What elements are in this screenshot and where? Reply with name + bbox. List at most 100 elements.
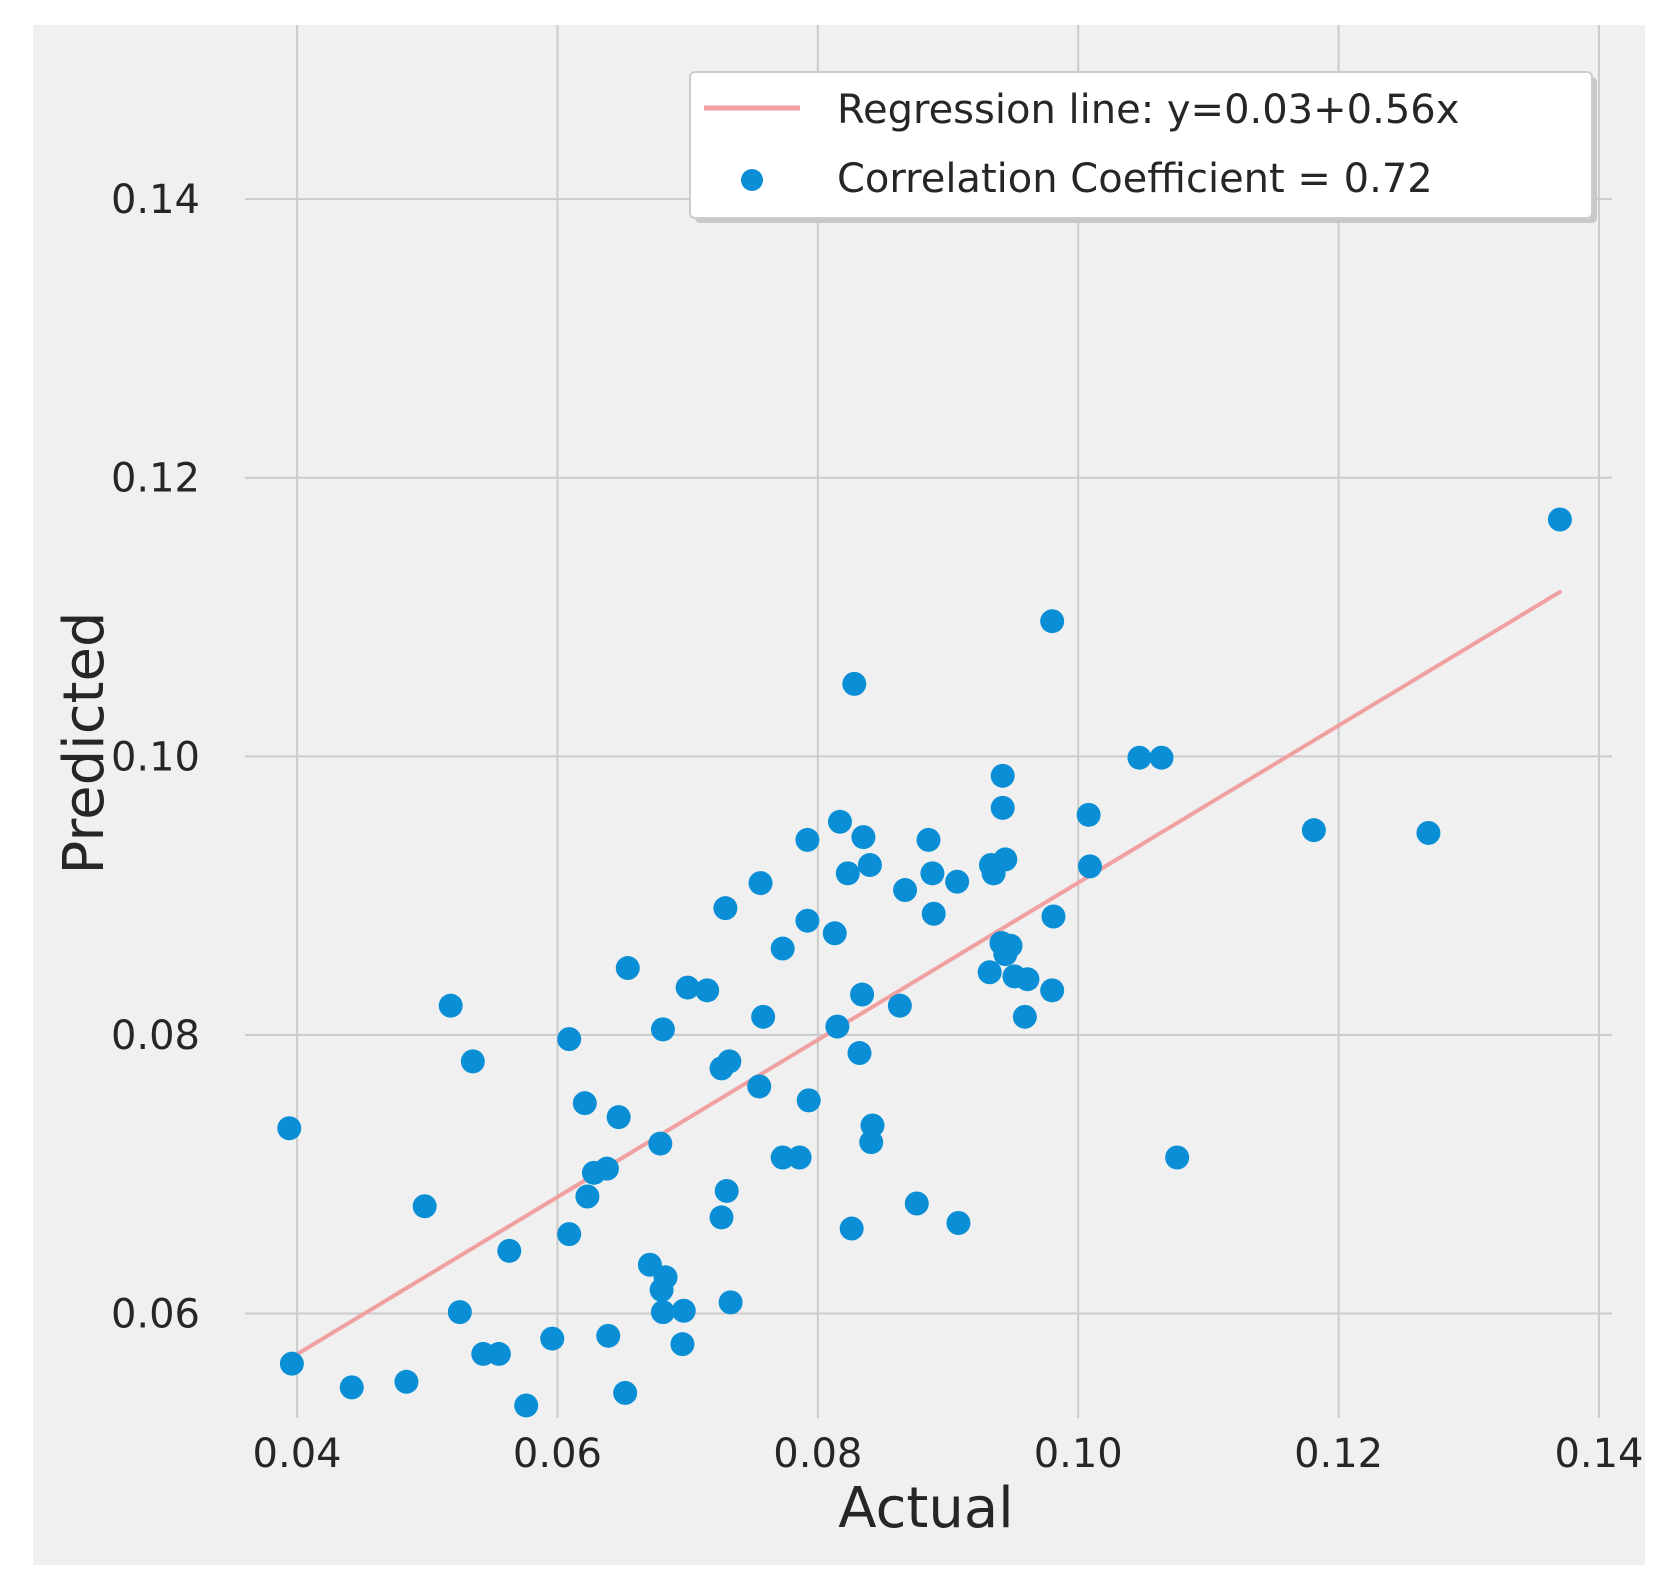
scatter-point (916, 827, 941, 852)
y-tick-label: 0.10 (111, 734, 200, 780)
scatter-point (1012, 1004, 1037, 1029)
scatter-point (796, 1088, 821, 1113)
scatter-point (751, 1004, 776, 1029)
scatter-point (572, 1091, 597, 1116)
scatter-point (748, 871, 773, 896)
scatter-point (787, 1145, 812, 1170)
scatter-point (649, 1277, 674, 1302)
scatter-point (594, 1156, 619, 1181)
scatter-point (514, 1393, 539, 1418)
scatter-point (1149, 745, 1174, 770)
scatter-point (893, 878, 918, 903)
scatter-point (847, 1041, 872, 1066)
scatter-point (1165, 1145, 1190, 1170)
scatter-point (977, 960, 1002, 985)
y-tick-label: 0.08 (111, 1013, 200, 1059)
x-tick-label: 0.06 (513, 1431, 602, 1477)
scatter-point (1040, 978, 1065, 1003)
scatter-point (615, 956, 640, 981)
scatter-point (887, 993, 912, 1018)
scatter-point (998, 933, 1023, 958)
legend-box (689, 71, 1593, 219)
scatter-point (596, 1323, 621, 1348)
regression-layer (288, 589, 1562, 1361)
scatter-point (277, 1116, 302, 1141)
y-tick-labels: 0.06 0.08 0.10 0.12 0.14 (111, 177, 200, 1337)
scatter-point (945, 869, 970, 894)
scatter-point (557, 1027, 582, 1052)
scatter-point (671, 1298, 696, 1323)
scatter-point (486, 1341, 511, 1366)
x-tick-label: 0.12 (1294, 1431, 1383, 1477)
scatter-point (795, 908, 820, 933)
scatter-point (990, 795, 1015, 820)
y-tick-label: 0.12 (111, 456, 200, 502)
scatter-point (650, 1300, 675, 1325)
scatter-point (1547, 507, 1572, 532)
scatter-point (822, 921, 847, 946)
scatter-point (1127, 745, 1152, 770)
scatter-point (981, 861, 1006, 886)
scatter-point (613, 1380, 638, 1405)
scatter-point (1076, 802, 1101, 827)
scatter-point (650, 1017, 675, 1042)
scatter-point (827, 809, 852, 834)
legend-marker-swatch (741, 169, 763, 191)
scatter-point (412, 1194, 437, 1219)
scatter-point (497, 1238, 522, 1263)
y-tick-label: 0.06 (111, 1292, 200, 1338)
y-tick-label: 0.14 (111, 177, 200, 223)
scatter-point (770, 1145, 795, 1170)
scatter-point (1301, 818, 1326, 843)
scatter-point (648, 1131, 673, 1156)
scatter-point (339, 1375, 364, 1400)
x-tick-label: 0.14 (1554, 1431, 1643, 1477)
scatter-point (557, 1222, 582, 1247)
scatter-point (606, 1105, 631, 1130)
scatter-point (770, 936, 795, 961)
scatter-point (851, 825, 876, 850)
scatter-point (1416, 820, 1441, 845)
scatter-point (1041, 904, 1066, 929)
scatter-point (921, 901, 946, 926)
scatter-point (859, 1130, 884, 1155)
scatter-point (695, 978, 720, 1003)
scatter-point (394, 1369, 419, 1394)
scatter-point (946, 1210, 971, 1235)
scatter-point (675, 975, 700, 1000)
scatter-point (857, 852, 882, 877)
scatter-point (709, 1056, 734, 1081)
scatter-point (839, 1216, 864, 1241)
x-tick-label: 0.08 (773, 1431, 862, 1477)
scatter-point (795, 827, 820, 852)
scatter-point (709, 1205, 734, 1230)
scatter-point (718, 1290, 743, 1315)
scatter-point (670, 1332, 695, 1357)
scatter-point (1015, 967, 1040, 992)
x-axis-title: Actual (838, 1476, 1013, 1541)
scatter-point (460, 1049, 485, 1074)
scatter-point (279, 1351, 304, 1376)
scatter-point (714, 1178, 739, 1203)
scatter-point (447, 1300, 472, 1325)
scatter-point (575, 1184, 600, 1209)
scatter-point (904, 1191, 929, 1216)
x-tick-label: 0.10 (1034, 1431, 1123, 1477)
y-axis-title: Predicted (52, 612, 117, 875)
scatter-point (540, 1326, 565, 1351)
legend: Regression line: y=0.03+0.56x Correlatio… (689, 71, 1597, 223)
scatter-point (842, 671, 867, 696)
scatter-point (990, 763, 1015, 788)
x-tick-labels: 0.04 0.06 0.08 0.10 0.12 0.14 (253, 1431, 1644, 1477)
x-tick-label: 0.04 (253, 1431, 342, 1477)
scatter-point (1040, 609, 1065, 634)
scatter-point (713, 896, 738, 921)
scatter-point (850, 982, 875, 1007)
chart-background (33, 25, 1645, 1565)
legend-label-regression: Regression line: y=0.03+0.56x (837, 87, 1459, 133)
scatter-point (920, 861, 945, 886)
scatter-point (747, 1074, 772, 1099)
scatter-points (277, 507, 1572, 1418)
scatter-point (1077, 854, 1102, 879)
